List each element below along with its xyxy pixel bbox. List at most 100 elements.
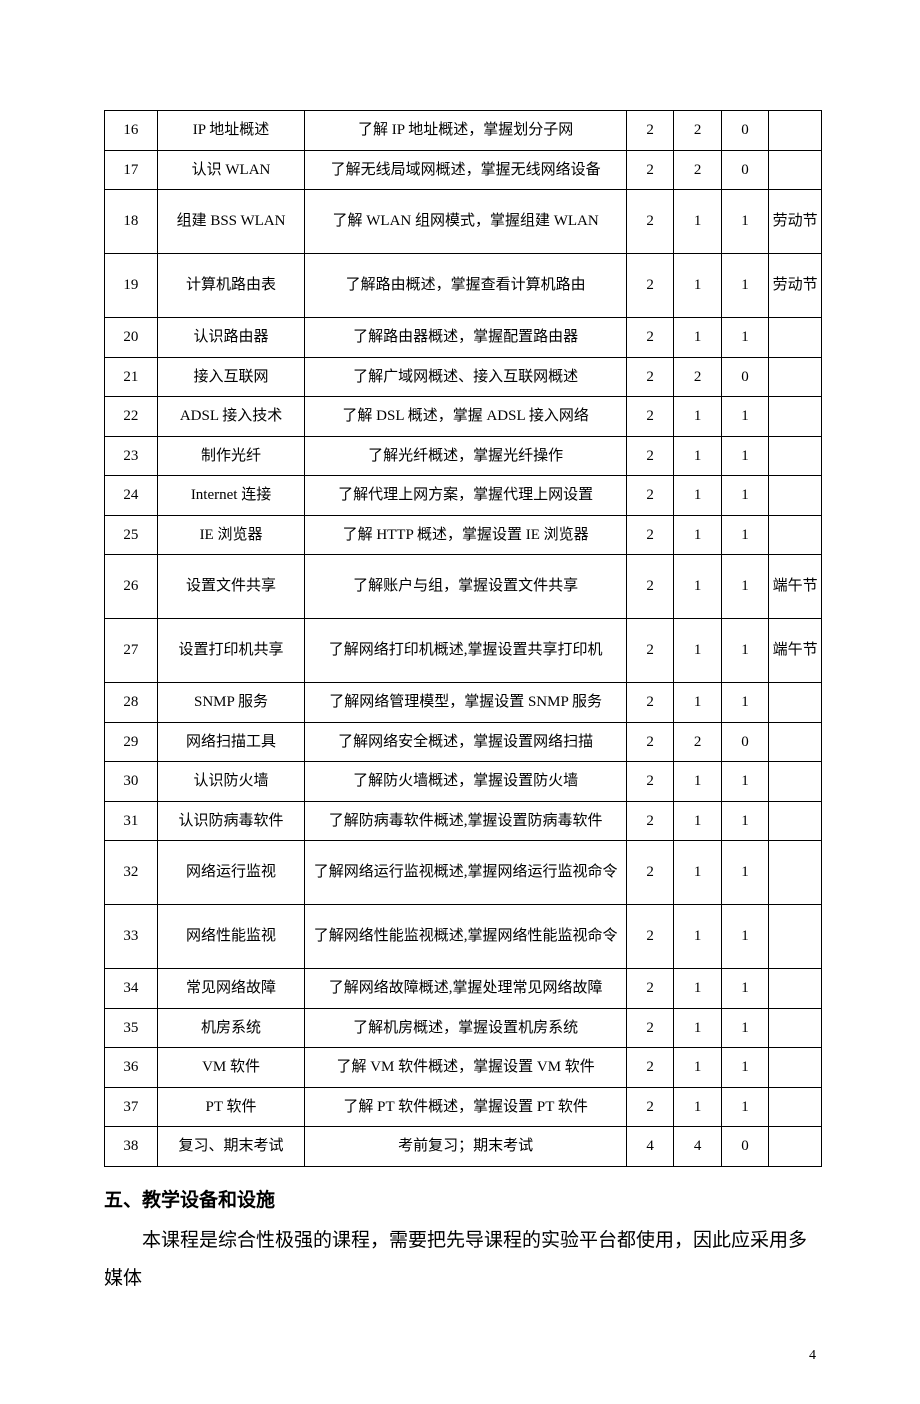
table-row: 23制作光纤了解光纤概述，掌握光纤操作211 [105, 436, 822, 476]
table-cell-idx: 33 [105, 905, 158, 969]
table-row: 32网络运行监视了解网络运行监视概述,掌握网络运行监视命令211 [105, 841, 822, 905]
table-cell-idx: 38 [105, 1127, 158, 1167]
table-cell-h2: 2 [674, 150, 721, 190]
table-cell-idx: 32 [105, 841, 158, 905]
table-cell-h3: 1 [721, 190, 768, 254]
table-cell-h2: 1 [674, 1048, 721, 1088]
table-cell-h1: 2 [626, 722, 673, 762]
table-row: 18组建 BSS WLAN了解 WLAN 组网模式，掌握组建 WLAN211劳动… [105, 190, 822, 254]
table-cell-topic: Internet 连接 [157, 476, 305, 516]
table-cell-desc: 了解路由器概述，掌握配置路由器 [305, 318, 627, 358]
table-cell-topic: 组建 BSS WLAN [157, 190, 305, 254]
table-cell-h1: 2 [626, 397, 673, 437]
table-cell-h3: 0 [721, 722, 768, 762]
table-row: 36VM 软件了解 VM 软件概述，掌握设置 VM 软件211 [105, 1048, 822, 1088]
table-row: 38复习、期末考试考前复习；期末考试440 [105, 1127, 822, 1167]
table-cell-h2: 1 [674, 905, 721, 969]
table-cell-h3: 1 [721, 318, 768, 358]
document-page: 16IP 地址概述了解 IP 地址概述，掌握划分子网22017认识 WLAN了解… [0, 0, 920, 1404]
table-cell-h2: 1 [674, 762, 721, 802]
table-cell-desc: 了解网络管理模型，掌握设置 SNMP 服务 [305, 683, 627, 723]
table-cell-h2: 1 [674, 397, 721, 437]
table-cell-idx: 26 [105, 555, 158, 619]
page-number: 4 [104, 1348, 822, 1364]
table-cell-topic: 认识 WLAN [157, 150, 305, 190]
table-cell-h2: 1 [674, 555, 721, 619]
table-cell-note [769, 476, 822, 516]
table-row: 27设置打印机共享了解网络打印机概述,掌握设置共享打印机211端午节 [105, 619, 822, 683]
table-cell-desc: 了解网络打印机概述,掌握设置共享打印机 [305, 619, 627, 683]
table-cell-h1: 2 [626, 111, 673, 151]
table-cell-h2: 4 [674, 1127, 721, 1167]
table-cell-note: 端午节 [769, 619, 822, 683]
table-cell-idx: 16 [105, 111, 158, 151]
table-cell-desc: 了解 VM 软件概述，掌握设置 VM 软件 [305, 1048, 627, 1088]
table-cell-topic: 网络性能监视 [157, 905, 305, 969]
table-cell-h3: 1 [721, 801, 768, 841]
table-cell-topic: 认识路由器 [157, 318, 305, 358]
table-cell-topic: 设置文件共享 [157, 555, 305, 619]
table-row: 29网络扫描工具了解网络安全概述，掌握设置网络扫描220 [105, 722, 822, 762]
table-cell-note [769, 318, 822, 358]
table-cell-h3: 1 [721, 397, 768, 437]
table-cell-h1: 2 [626, 905, 673, 969]
table-cell-desc: 了解 HTTP 概述，掌握设置 IE 浏览器 [305, 515, 627, 555]
table-cell-idx: 36 [105, 1048, 158, 1088]
table-cell-h2: 1 [674, 969, 721, 1009]
table-cell-desc: 了解机房概述，掌握设置机房系统 [305, 1008, 627, 1048]
table-cell-topic: IE 浏览器 [157, 515, 305, 555]
table-row: 35机房系统了解机房概述，掌握设置机房系统211 [105, 1008, 822, 1048]
table-cell-h2: 1 [674, 254, 721, 318]
table-row: 26设置文件共享了解账户与组，掌握设置文件共享211端午节 [105, 555, 822, 619]
table-cell-h1: 2 [626, 1008, 673, 1048]
table-cell-h2: 1 [674, 841, 721, 905]
table-cell-note [769, 111, 822, 151]
table-cell-h3: 1 [721, 436, 768, 476]
table-cell-topic: 机房系统 [157, 1008, 305, 1048]
table-cell-note [769, 397, 822, 437]
table-cell-desc: 了解广域网概述、接入互联网概述 [305, 357, 627, 397]
table-cell-h1: 2 [626, 357, 673, 397]
table-cell-idx: 34 [105, 969, 158, 1009]
table-cell-desc: 了解网络运行监视概述,掌握网络运行监视命令 [305, 841, 627, 905]
table-cell-h2: 1 [674, 318, 721, 358]
table-cell-h1: 2 [626, 1087, 673, 1127]
table-cell-h2: 2 [674, 357, 721, 397]
table-cell-desc: 了解网络安全概述，掌握设置网络扫描 [305, 722, 627, 762]
table-cell-desc: 考前复习；期末考试 [305, 1127, 627, 1167]
table-cell-h3: 1 [721, 476, 768, 516]
table-cell-topic: 网络运行监视 [157, 841, 305, 905]
table-cell-h2: 1 [674, 190, 721, 254]
table-cell-idx: 27 [105, 619, 158, 683]
table-cell-idx: 35 [105, 1008, 158, 1048]
table-cell-h1: 2 [626, 555, 673, 619]
table-cell-h1: 2 [626, 969, 673, 1009]
table-cell-h3: 1 [721, 969, 768, 1009]
table-cell-note [769, 357, 822, 397]
table-cell-idx: 20 [105, 318, 158, 358]
table-cell-h1: 2 [626, 619, 673, 683]
table-cell-topic: 接入互联网 [157, 357, 305, 397]
table-cell-idx: 25 [105, 515, 158, 555]
table-cell-h1: 2 [626, 436, 673, 476]
table-cell-idx: 29 [105, 722, 158, 762]
body-paragraph: 本课程是综合性极强的课程，需要把先导课程的实验平台都使用，因此应采用多媒体 [104, 1222, 822, 1298]
table-cell-h3: 1 [721, 841, 768, 905]
table-cell-h2: 1 [674, 619, 721, 683]
table-cell-note [769, 801, 822, 841]
table-cell-h2: 1 [674, 476, 721, 516]
table-cell-desc: 了解 PT 软件概述，掌握设置 PT 软件 [305, 1087, 627, 1127]
table-cell-idx: 24 [105, 476, 158, 516]
table-cell-idx: 28 [105, 683, 158, 723]
table-cell-idx: 30 [105, 762, 158, 802]
table-cell-h3: 1 [721, 762, 768, 802]
table-cell-topic: 复习、期末考试 [157, 1127, 305, 1167]
table-cell-desc: 了解网络故障概述,掌握处理常见网络故障 [305, 969, 627, 1009]
table-cell-h3: 0 [721, 150, 768, 190]
table-cell-h2: 1 [674, 801, 721, 841]
table-cell-desc: 了解账户与组，掌握设置文件共享 [305, 555, 627, 619]
table-cell-idx: 37 [105, 1087, 158, 1127]
table-cell-h1: 2 [626, 762, 673, 802]
table-cell-h2: 1 [674, 1008, 721, 1048]
table-cell-note [769, 969, 822, 1009]
